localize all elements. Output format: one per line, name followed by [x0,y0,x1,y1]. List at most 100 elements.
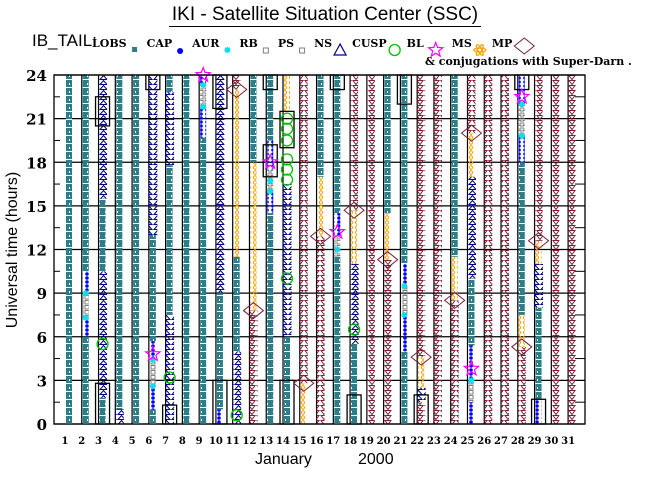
aur-marker [149,357,156,364]
rb-marker [262,47,269,54]
mp-diamond-marker [242,301,265,320]
cap-segment [535,399,542,424]
ms-segment [384,213,391,260]
x-tick-label: 16 [310,436,324,447]
y-tick-label: 18 [26,154,47,172]
x-tick-label: 18 [343,436,357,447]
day-column-4 [114,75,124,424]
y-tick-label: 24 [26,67,47,85]
lobs-segment [133,75,140,424]
y-tick-label: 9 [37,285,47,303]
lobs-segment [82,75,89,272]
legend-item-cusp: CUSP [352,37,387,50]
lobs-segment [116,75,123,410]
day-column-30 [551,75,560,424]
y-tick-label: 3 [37,372,47,390]
x-tick-label: 2 [78,436,85,447]
x-tick-label: 5 [129,436,136,447]
mp-segment [417,75,426,358]
legend-item-bl: BL [406,37,424,50]
mp-diamond-marker [309,227,332,246]
ms-segment [233,89,240,257]
ns-segment [148,75,158,235]
day-column-14 [279,75,295,425]
chart-title: IKI - Satellite Situation Center (SSC) [0,4,650,27]
lobs-segment [99,198,106,272]
x-tick-label: 25 [461,436,475,447]
cap-segment [468,402,475,424]
aur-marker [334,246,341,253]
bl-marker [513,87,531,105]
day-column-19 [366,75,375,424]
ns-segment [232,351,242,424]
cusp-marker [163,371,176,384]
x-tick-label: 6 [145,436,152,447]
mp-diamond-marker [510,338,533,356]
aur-marker [518,133,525,140]
lobs-segment [166,75,173,93]
lobs-segment [216,293,223,410]
ms-segment [300,383,307,424]
day-column-23 [433,75,442,424]
ns-segment [165,92,175,166]
day-column-9 [194,65,212,424]
ms-segment [518,314,525,347]
legend-item-rb: RB [239,37,258,50]
day-column-25 [460,75,483,424]
lobs-segment [267,75,274,141]
lobs-segment [401,75,408,265]
ms-segment [535,240,542,265]
x-tick-label: 23 [427,436,441,447]
conjugation-box [279,110,295,149]
mp-segment [316,236,325,424]
lobs-segment [149,234,156,342]
lobs-segment [200,137,207,424]
ns-segment [114,409,124,424]
cap-segment [518,136,525,163]
cap-segment [149,341,156,362]
rb-segment [468,380,475,403]
mp-diamond-marker [410,348,432,366]
mp-segment [232,75,241,90]
lobs-segment [468,278,475,346]
ns-segment [215,75,225,294]
bl-marker [462,359,481,377]
day-column-11 [225,75,248,424]
bl-marker [194,65,212,83]
mp-segment [417,402,426,424]
bl-marker [144,345,162,362]
lobs-segment [99,397,106,424]
mp-diamond-marker [292,374,315,392]
lobs-segment [183,75,190,424]
lobs-segment [317,75,324,177]
cap-segment [82,319,89,337]
mp-segment [484,75,493,424]
aur-marker [149,383,156,390]
rb-segment [200,85,207,107]
ns-marker [333,42,348,56]
rb-segment [518,104,525,137]
lobs-segment [518,162,525,315]
y-tick-label: 12 [26,242,47,260]
mp-segment [383,259,392,424]
y-tick-label: 21 [26,111,47,129]
lobs-segment [451,75,458,257]
x-tick-label: 11 [226,436,240,447]
day-column-27 [501,75,510,424]
cap-segment [200,75,207,86]
ms-segment [317,176,324,237]
day-column-20 [376,75,399,424]
day-column-12 [242,75,265,424]
mp-diamond-marker [376,251,399,269]
ms-segment [418,357,425,388]
legend-item-lobs: LOBS [92,37,127,50]
bl-marker [261,153,280,170]
aur-marker [200,103,207,110]
lobs-segment [66,75,72,424]
x-tick-label: 24 [444,436,458,447]
aur-marker [224,47,231,53]
lobs-segment [250,75,257,163]
legend-item-mp: MP [491,37,513,50]
ns-segment [165,314,175,424]
